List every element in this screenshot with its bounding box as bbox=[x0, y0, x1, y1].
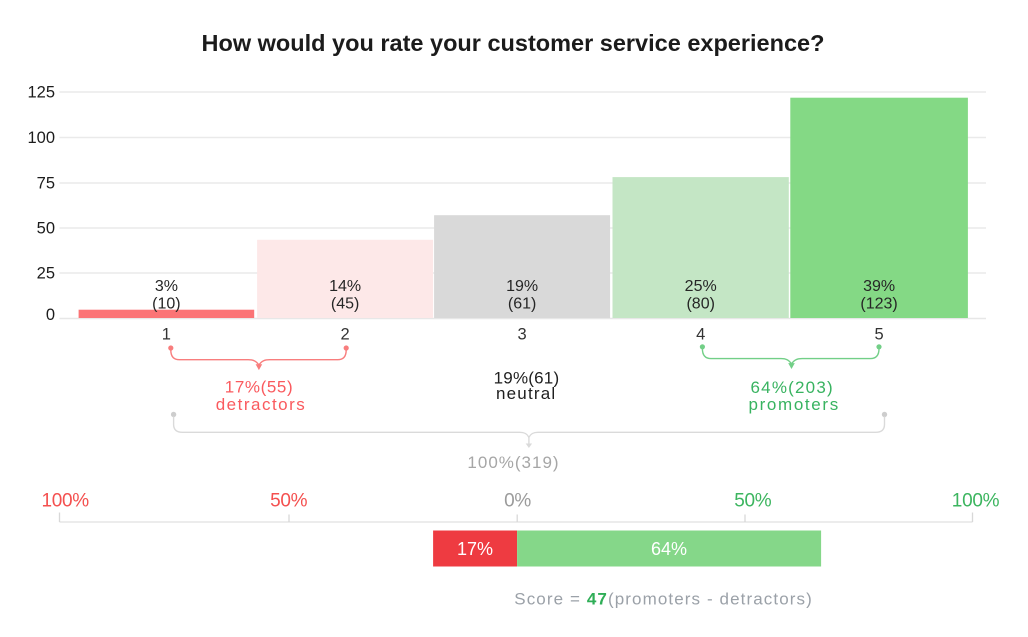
svg-text:17%(55): 17%(55) bbox=[225, 378, 293, 397]
svg-text:50: 50 bbox=[37, 220, 55, 238]
svg-text:0%: 0% bbox=[504, 491, 531, 512]
svg-text:(61): (61) bbox=[508, 296, 536, 313]
svg-text:3%: 3% bbox=[155, 278, 178, 295]
svg-text:3: 3 bbox=[518, 326, 527, 344]
svg-text:64%(203): 64%(203) bbox=[751, 378, 834, 397]
svg-text:4: 4 bbox=[696, 326, 705, 344]
svg-text:(123): (123) bbox=[860, 296, 897, 313]
svg-text:(10): (10) bbox=[152, 296, 180, 313]
svg-text:50%: 50% bbox=[734, 491, 772, 512]
svg-text:50%: 50% bbox=[270, 491, 308, 512]
svg-text:0: 0 bbox=[46, 306, 55, 324]
svg-text:(45): (45) bbox=[331, 296, 359, 313]
svg-text:25: 25 bbox=[37, 265, 55, 283]
svg-text:promoters: promoters bbox=[749, 395, 840, 414]
svg-text:14%: 14% bbox=[329, 278, 361, 295]
svg-text:100: 100 bbox=[27, 129, 55, 147]
svg-text:How would you rate your custom: How would you rate your customer service… bbox=[202, 30, 825, 56]
svg-text:detractors: detractors bbox=[216, 395, 307, 414]
svg-text:2: 2 bbox=[341, 326, 350, 344]
svg-text:75: 75 bbox=[37, 175, 55, 193]
svg-text:1: 1 bbox=[162, 326, 171, 344]
svg-text:100%: 100% bbox=[41, 491, 89, 512]
svg-text:5: 5 bbox=[875, 326, 884, 344]
svg-text:100%(319): 100%(319) bbox=[467, 453, 559, 472]
svg-text:19%(61): 19%(61) bbox=[494, 368, 560, 387]
svg-text:25%: 25% bbox=[685, 278, 717, 295]
svg-text:64%: 64% bbox=[651, 539, 687, 559]
svg-text:17%: 17% bbox=[457, 539, 493, 559]
svg-text:Score = 47(promoters - detract: Score = 47(promoters - detractors) bbox=[514, 590, 813, 609]
svg-text:19%: 19% bbox=[506, 278, 538, 295]
svg-text:neutral: neutral bbox=[496, 384, 556, 403]
svg-text:(80): (80) bbox=[686, 296, 714, 313]
svg-text:100%: 100% bbox=[952, 491, 1000, 512]
svg-text:125: 125 bbox=[27, 84, 55, 102]
svg-text:39%: 39% bbox=[863, 278, 895, 295]
